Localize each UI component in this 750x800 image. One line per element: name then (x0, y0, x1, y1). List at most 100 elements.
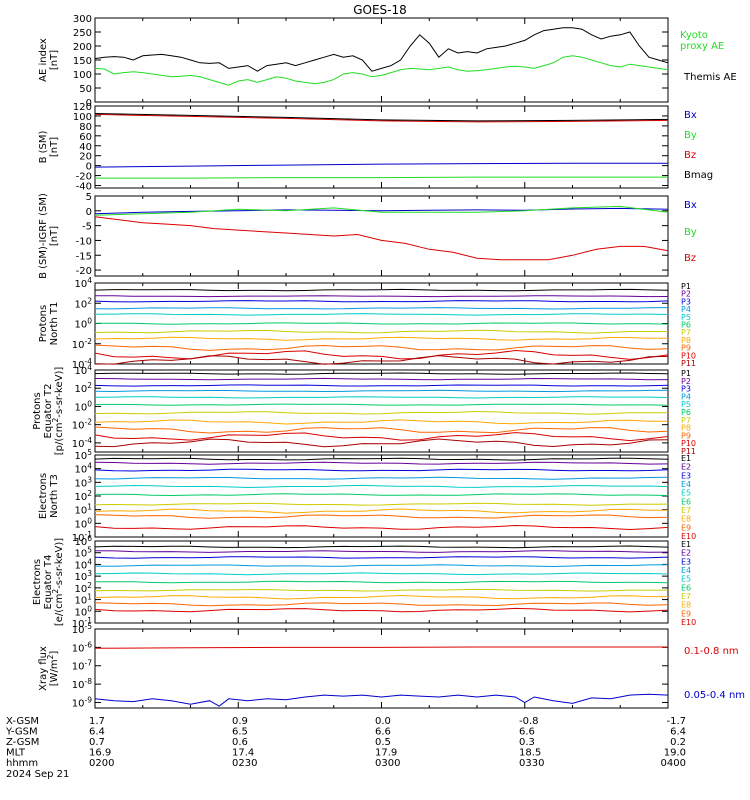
y-tick-label: 105 (74, 546, 92, 560)
y-tick-label: 103 (74, 475, 92, 489)
footer-value: 0230 (232, 758, 257, 769)
series-line-bx (94, 207, 669, 215)
y-tick-label: 10-9 (72, 695, 92, 709)
y-tick-label: 100 (74, 317, 92, 331)
channel-line-e4 (94, 564, 669, 568)
footer-value: 0.7 (89, 737, 105, 748)
y-tick-label: 104 (74, 276, 92, 290)
channel-line-p1 (94, 372, 669, 375)
footer-value: 19.0 (664, 748, 686, 759)
legend-bmag: Bmag (684, 170, 713, 181)
footer-value: 6.6 (519, 727, 535, 738)
channel-line-p9 (94, 344, 669, 351)
y-axis-label: Protons (38, 305, 49, 342)
footer-date: 2024 Sep 21 (6, 769, 69, 780)
y-tick-label: 104 (74, 363, 92, 377)
channel-line-p7 (94, 329, 668, 334)
y-tick-label: -5 (82, 222, 92, 233)
channel-line-p7 (94, 410, 669, 415)
y-tick-label: 105 (74, 448, 92, 462)
y-tick-label: 250 (73, 28, 92, 39)
legend-p5: P5 (681, 400, 691, 409)
legend-by: By (684, 130, 697, 141)
y-tick-label: 40 (79, 142, 92, 153)
footer-label: Z-GSM (6, 737, 39, 748)
footer-value: 6.5 (232, 727, 248, 738)
legend-p8: P8 (681, 424, 691, 433)
y-axis-label: Xray flux (38, 646, 49, 691)
legend-p6: P6 (681, 408, 691, 417)
legend-e8: E8 (681, 601, 691, 610)
channel-line-e2 (94, 550, 669, 553)
channel-line-p10 (94, 432, 669, 442)
y-tick-label: 101 (74, 593, 92, 607)
series-line-bx (94, 162, 668, 168)
footer-value: 0.0 (375, 716, 391, 727)
footer-value: 0.5 (375, 737, 391, 748)
legend-bz: Bz (684, 150, 696, 161)
footer-value: 16.9 (89, 748, 111, 759)
y-tick-label: -15 (76, 251, 92, 262)
series-line-bz (94, 113, 669, 123)
panel-3: -20 -15 -10 -5 0 5 B (SM)-IGRF (SM) [nT] Bx By Bz (38, 192, 697, 279)
channel-line-p4 (94, 307, 669, 310)
legend-e2: E2 (681, 463, 691, 472)
channel-line-e3 (94, 468, 669, 472)
y-axis-label: North T1 (49, 302, 60, 346)
y-tick-label: -10 (76, 236, 92, 247)
channel-line-e9 (94, 514, 669, 519)
y-tick-label: 103 (74, 569, 92, 583)
channel-line-e5 (94, 572, 669, 576)
y-tick-label: -20 (76, 172, 92, 183)
legend-e7: E7 (681, 506, 691, 515)
channel-line-e1 (94, 545, 669, 549)
footer-value: 0400 (661, 758, 686, 769)
panel-4: 104 102 100 10-2 10-4 Protons North T1 P1P2P3P4… (38, 276, 696, 371)
footer-label: X-GSM (6, 716, 39, 727)
channel-line-e1 (94, 457, 669, 461)
panel-frame (94, 105, 669, 189)
y-tick-label: 60 (79, 132, 92, 143)
y-axis-label: [p/(cm2-s-sr-keV)] (51, 367, 65, 456)
channel-line-p2 (94, 377, 669, 381)
legend-kyoto-proxy-ae: Kyoto (680, 30, 708, 41)
y-tick-label: 101 (74, 503, 92, 517)
y-tick-label: 102 (74, 581, 92, 595)
y-axis-label: B (SM)-IGRF (SM) (38, 193, 49, 279)
legend-short-channel: 0.05-0.4 nm (684, 690, 745, 701)
y-tick-label: 106 (74, 534, 92, 548)
legend-p4: P4 (681, 305, 691, 314)
y-tick-label: 80 (79, 122, 92, 133)
channel-line-p3 (94, 300, 669, 303)
channel-line-e7 (94, 588, 669, 592)
legend-e4: E4 (681, 480, 691, 489)
footer-value: 0300 (375, 758, 400, 769)
channel-line-p8 (94, 419, 668, 425)
y-tick-label: 5 (86, 192, 92, 203)
series-line-by (94, 205, 669, 216)
y-tick-label: 10-8 (72, 677, 92, 691)
y-tick-label: -40 (76, 182, 92, 193)
footer-value: 0330 (519, 758, 544, 769)
legend-e9: E9 (681, 609, 691, 618)
legend-e10: E10 (681, 532, 696, 541)
channel-line-p4 (94, 389, 669, 393)
channel-line-p5 (94, 396, 669, 399)
y-tick-label: 50 (79, 84, 92, 95)
y-tick-label: -20 (76, 266, 92, 277)
y-axis-label: Equator T4 (43, 555, 54, 610)
legend-e3: E3 (681, 471, 691, 480)
y-tick-label: 0 (86, 98, 92, 109)
channel-line-e8 (94, 508, 668, 514)
y-tick-label: 10-6 (72, 640, 92, 654)
legend-p2: P2 (681, 290, 691, 299)
y-axis-label: Protons (32, 392, 43, 429)
series-line-kyoto-proxy-ae (94, 55, 669, 86)
channel-line-p6 (94, 322, 669, 325)
channel-line-p2 (94, 295, 669, 298)
legend-p11: P11 (681, 447, 696, 456)
channel-line-e4 (94, 476, 669, 480)
